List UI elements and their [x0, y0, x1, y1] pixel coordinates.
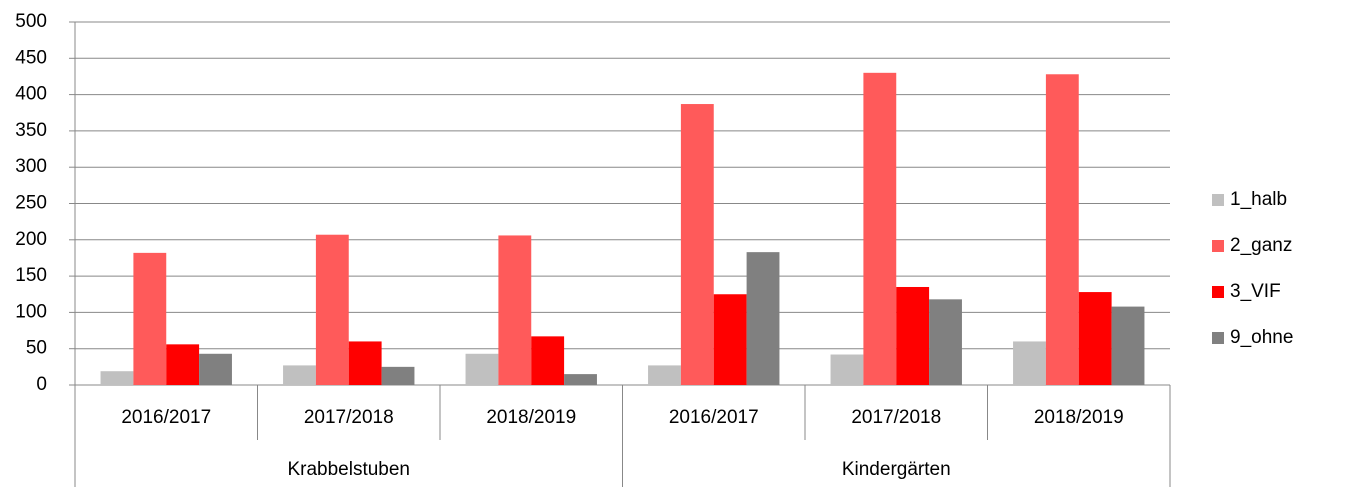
bar [896, 286, 930, 385]
legend-swatch [1212, 332, 1224, 344]
bar [648, 365, 681, 385]
y-tick-label: 50 [26, 338, 47, 359]
bar [713, 294, 747, 385]
x-tick-label: 2017/2018 [851, 407, 941, 428]
bar [1045, 74, 1079, 385]
x-tick-label: 2018/2019 [486, 407, 576, 428]
legend-swatch [1212, 194, 1224, 206]
bar [348, 341, 382, 385]
bar [381, 366, 415, 385]
y-tick-label: 250 [15, 193, 47, 214]
x-tick-label: 2018/2019 [1034, 407, 1124, 428]
bar [531, 336, 565, 385]
group-label: Krabbelstuben [287, 459, 410, 480]
bar [199, 353, 232, 385]
bar [315, 234, 349, 385]
group-label: Kindergärten [842, 459, 951, 480]
legend-label: 3_VIF [1230, 281, 1281, 302]
legend-label: 9_ohne [1230, 327, 1293, 348]
y-tick-label: 200 [15, 229, 47, 250]
y-tick-label: 100 [15, 301, 47, 322]
bar [283, 365, 316, 385]
y-tick-label: 500 [15, 11, 47, 32]
bar [498, 235, 532, 385]
legend-label: 2_ganz [1230, 235, 1292, 256]
bar [1078, 292, 1112, 385]
bar [830, 354, 864, 385]
bar [166, 344, 200, 385]
bar [863, 72, 897, 385]
x-tick-label: 2017/2018 [304, 407, 394, 428]
x-tick-label: 2016/2017 [121, 407, 211, 428]
legend-swatch [1212, 286, 1224, 298]
y-tick-label: 400 [15, 84, 47, 105]
x-tick-label: 2016/2017 [669, 407, 759, 428]
bar [133, 252, 167, 385]
bar [929, 299, 962, 385]
y-tick-label: 300 [15, 156, 47, 177]
bar [564, 374, 597, 385]
y-tick-label: 0 [36, 374, 47, 395]
bar [1111, 306, 1145, 385]
y-tick-label: 150 [15, 265, 47, 286]
bar [465, 353, 499, 385]
legend-swatch [1212, 240, 1224, 252]
bar [746, 252, 780, 385]
y-tick-label: 350 [15, 120, 47, 141]
y-tick-label: 450 [15, 47, 47, 68]
legend-label: 1_halb [1230, 189, 1287, 210]
bar [680, 104, 714, 386]
bar [1013, 341, 1046, 385]
bar [100, 371, 134, 385]
